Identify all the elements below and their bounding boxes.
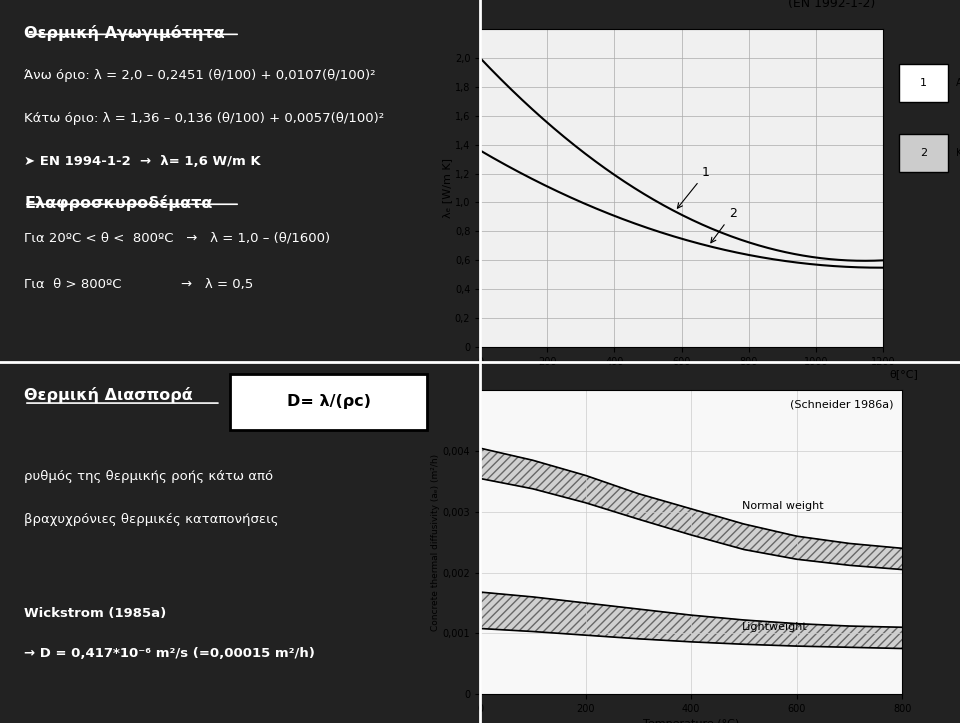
FancyBboxPatch shape (900, 64, 948, 102)
Text: KATΩ ΟΡΙΟ: KATΩ ΟΡΙΟ (956, 148, 960, 158)
FancyBboxPatch shape (230, 375, 427, 430)
Text: (EN 1992-1-2): (EN 1992-1-2) (788, 0, 876, 10)
Text: Για  θ > 800ºC              →   λ = 0,5: Για θ > 800ºC → λ = 0,5 (24, 278, 253, 291)
Text: Wickstrom (1985a): Wickstrom (1985a) (24, 607, 166, 620)
Text: Ελαφροσκυροδέματα: Ελαφροσκυροδέματα (24, 195, 212, 211)
Text: Lightweight: Lightweight (742, 623, 807, 633)
Text: Κάτω όριο: λ = 1,36 – 0,136 (θ/100) + 0,0057(θ/100)²: Κάτω όριο: λ = 1,36 – 0,136 (θ/100) + 0,… (24, 112, 384, 125)
Y-axis label: λₑ [W/m K]: λₑ [W/m K] (442, 158, 452, 218)
Text: βραχυχρόνιες θερμικές καταπονήσεις: βραχυχρόνιες θερμικές καταπονήσεις (24, 513, 278, 526)
Text: ρυθμός της θερμικής ροής κάτω από: ρυθμός της θερμικής ροής κάτω από (24, 470, 274, 483)
Text: 1: 1 (920, 78, 927, 88)
Text: Για 20ºC < θ <  800ºC   →   λ = 1,0 – (θ/1600): Για 20ºC < θ < 800ºC → λ = 1,0 – (θ/1600… (24, 231, 330, 244)
Text: 2: 2 (920, 148, 927, 158)
Text: ➤ EN 1994-1-2  →  λ= 1,6 W/m K: ➤ EN 1994-1-2 → λ= 1,6 W/m K (24, 155, 260, 168)
Text: D= λ/(ρc): D= λ/(ρc) (287, 395, 371, 409)
Text: 1: 1 (678, 166, 709, 208)
Text: Θερμική Αγωγιμότητα: Θερμική Αγωγιμότητα (24, 25, 225, 41)
Text: Θερμική Διασπορά: Θερμική Διασπορά (24, 387, 193, 403)
Text: Normal weight: Normal weight (742, 501, 824, 511)
FancyBboxPatch shape (900, 134, 948, 172)
Text: 2: 2 (710, 207, 736, 243)
X-axis label: Temperature (°C): Temperature (°C) (643, 719, 739, 723)
Text: Άνω όριο: λ = 2,0 – 0,2451 (θ/100) + 0,0107(θ/100)²: Άνω όριο: λ = 2,0 – 0,2451 (θ/100) + 0,0… (24, 69, 375, 82)
X-axis label: θ[°C]: θ[°C] (889, 369, 918, 380)
Text: (Schneider 1986a): (Schneider 1986a) (790, 400, 894, 409)
Text: ANΩ ΟΡΙΟ: ANΩ ΟΡΙΟ (956, 78, 960, 88)
Text: → D = 0,417*10⁻⁶ m²/s (=0,00015 m²/h): → D = 0,417*10⁻⁶ m²/s (=0,00015 m²/h) (24, 647, 315, 660)
Y-axis label: Concrete thermal diffusivity (aₑ) (m²/h): Concrete thermal diffusivity (aₑ) (m²/h) (431, 454, 440, 630)
